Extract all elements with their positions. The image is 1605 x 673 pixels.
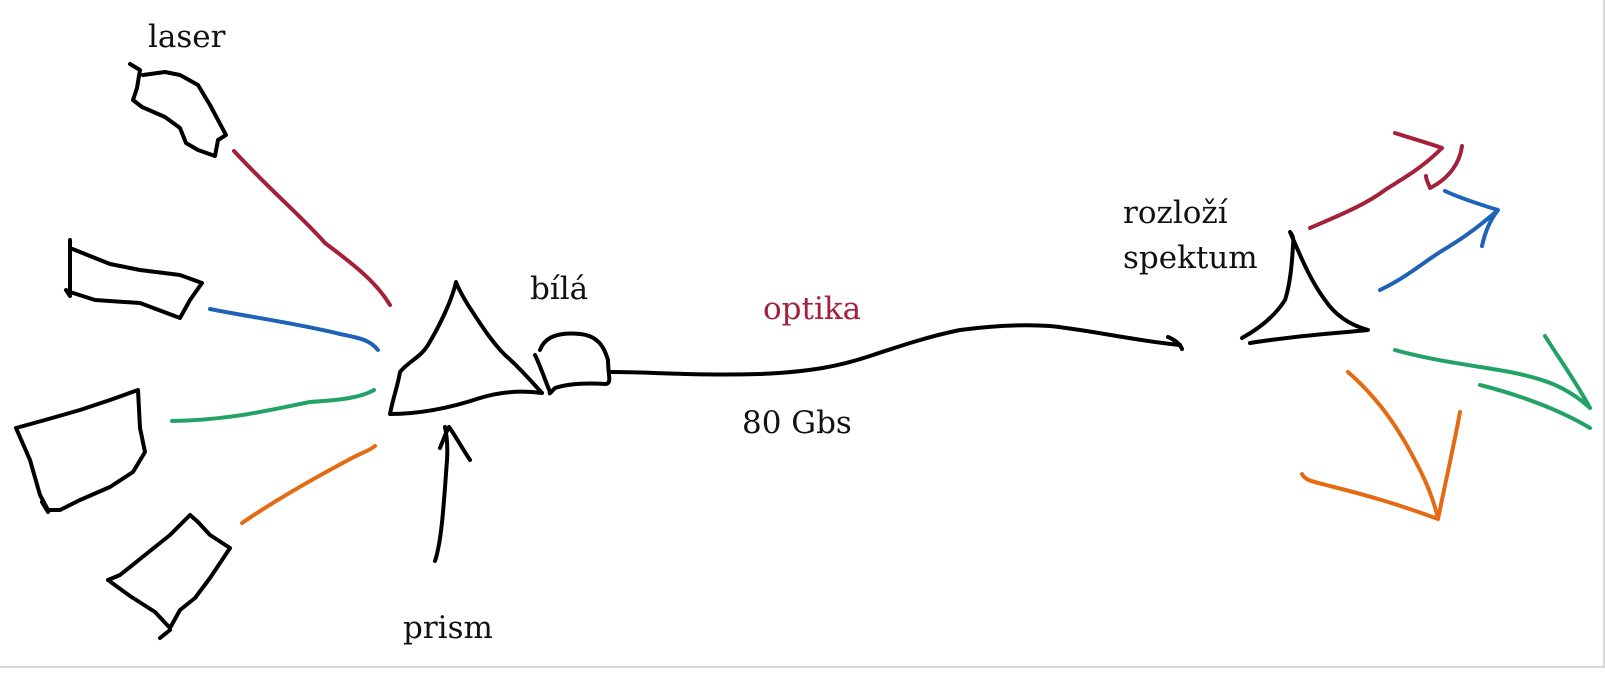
laser-housing-2 [64, 238, 204, 320]
blue-beam-in [208, 307, 380, 352]
prism-pointer-arrow [433, 425, 472, 563]
green-beam-in [170, 388, 376, 423]
laser-label: laser [148, 19, 226, 55]
prism-combiner [388, 280, 544, 416]
rozlozi-label-line2: spektum [1123, 240, 1258, 276]
bila-label: bílá [530, 271, 589, 307]
coupler-box [533, 331, 612, 396]
laser-housing-3 [14, 388, 147, 514]
bandwidth-label: 80 Gbs [742, 405, 852, 441]
red-beam-in [232, 149, 392, 307]
prism-splitter [1240, 230, 1370, 345]
laser-housing-4 [106, 513, 232, 640]
orange-beam-out [1300, 370, 1462, 521]
prism-label: prism [403, 610, 493, 646]
red-beam-out [1308, 131, 1464, 230]
laser-housing-1 [128, 62, 228, 158]
blue-beam-out [1378, 189, 1500, 292]
rozlozi-label-line1: rozloží [1123, 195, 1228, 231]
green-beam-out [1393, 334, 1592, 430]
optical-fiber [610, 323, 1184, 377]
optika-label: optika [763, 291, 862, 327]
orange-beam-in [240, 444, 377, 525]
